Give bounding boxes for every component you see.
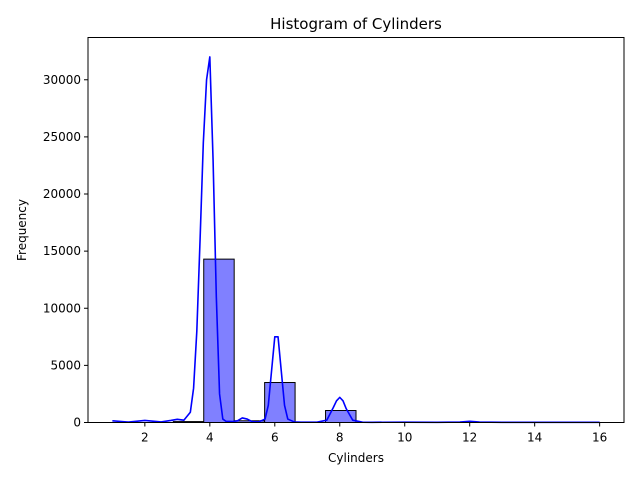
- kde-curve: [112, 56, 600, 424]
- plot-frame: [87, 37, 625, 423]
- y-tick-label: 10000: [43, 301, 81, 315]
- x-axis-ticks: 2 4 6 8 10 12 14 16: [141, 422, 607, 445]
- x-tick-label: 6: [271, 431, 279, 445]
- x-tick-label: 4: [206, 431, 214, 445]
- x-tick-label: 12: [462, 431, 477, 445]
- histogram-bars: [172, 258, 479, 424]
- y-axis-label: Frequency: [15, 199, 29, 261]
- x-tick-label: 2: [141, 431, 149, 445]
- x-tick-label: 8: [336, 431, 344, 445]
- x-tick-label: 10: [397, 431, 412, 445]
- x-tick-label: 16: [592, 431, 607, 445]
- y-axis-ticks: 0 5000 10000 15000 20000 25000 30000: [43, 73, 88, 430]
- y-tick-label: 5000: [50, 358, 81, 372]
- y-tick-label: 15000: [43, 244, 81, 258]
- y-tick-label: 30000: [43, 73, 81, 87]
- kde-curve-group: [112, 56, 600, 424]
- x-axis-label: Cylinders: [328, 451, 384, 465]
- histogram-bar-3: [203, 258, 235, 423]
- y-tick-label: 25000: [43, 130, 81, 144]
- y-tick-label: 20000: [43, 187, 81, 201]
- chart-title: Histogram of Cylinders: [270, 15, 442, 33]
- x-tick-label: 14: [527, 431, 542, 445]
- y-tick-label: 0: [73, 416, 81, 430]
